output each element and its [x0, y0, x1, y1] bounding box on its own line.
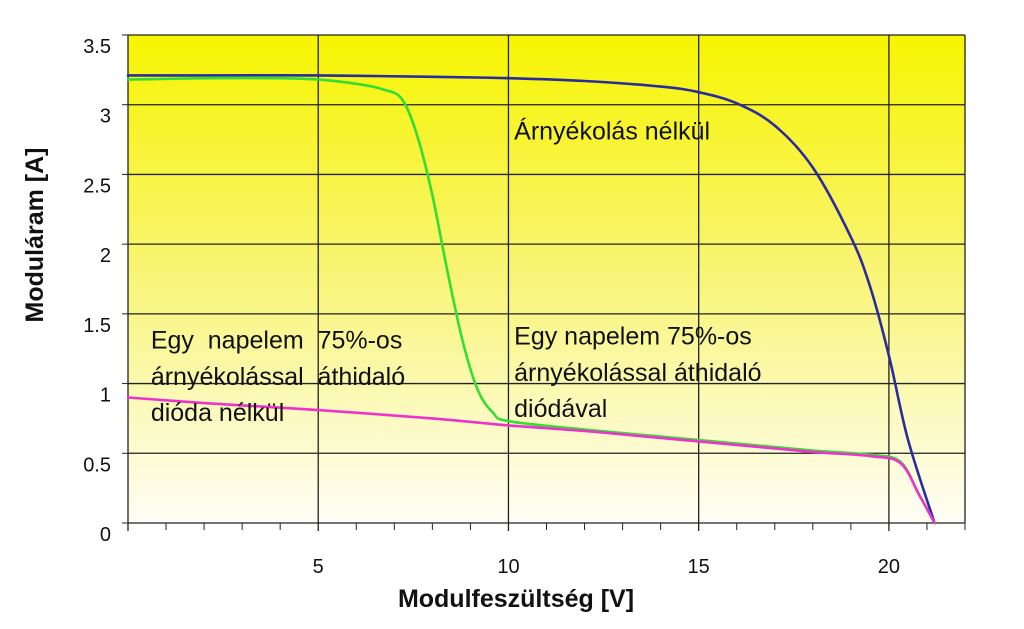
annotation-line: Árnyékolás nélkül	[514, 117, 710, 146]
annotation-line: Egy napelem 75%-os	[514, 323, 752, 351]
y-tick-label: 3	[100, 106, 111, 128]
y-tick-label: 0.5	[83, 454, 111, 476]
annotations: Árnyékolás nélkül Egy napelem 75%-os árnyé…	[151, 117, 762, 428]
x-axis-title: Modulfeszültség [V]	[398, 585, 634, 613]
annotation-3: Egy napelem 75%-os árnyékolással áthidaló…	[514, 323, 761, 424]
annotation-line: Egy napelem 75%-os	[151, 327, 403, 355]
grid	[127, 34, 966, 531]
y-axis-title: Moduláram [A]	[21, 148, 49, 323]
annotation-2: Egy napelem 75%-os árnyékolással áthidaló…	[151, 327, 405, 428]
series-layer	[126, 74, 936, 525]
x-tick-label: 10	[497, 556, 519, 578]
annotation-line: árnyékolással áthidaló	[514, 359, 761, 387]
y-tick-label: 2.5	[83, 175, 111, 197]
annotation-line: dióda nélkül	[151, 399, 284, 427]
x-tick-label: 15	[688, 556, 710, 578]
annotation-1: Árnyékolás nélkül	[514, 117, 710, 146]
y-tick-label: 2	[100, 245, 111, 267]
minor-ticks	[122, 34, 966, 530]
annotation-line: diódával	[514, 395, 607, 423]
y-tick-label: 1	[100, 385, 111, 407]
y-tick-label: 0	[100, 524, 111, 546]
x-tick-label: 20	[878, 556, 900, 578]
series-line-1	[126, 74, 936, 525]
series-line-2	[126, 76, 936, 525]
y-tick-label: 3.5	[83, 36, 111, 58]
tick-labels: 5 10 15 20 0 0.5 1 1.5 2 2.5 3 3.5	[83, 36, 900, 578]
plot-area	[128, 35, 965, 523]
y-tick-label: 1.5	[83, 315, 111, 337]
annotation-line: árnyékolással áthidaló	[151, 363, 405, 391]
x-tick-label: 5	[313, 556, 324, 578]
series-line-3	[126, 396, 936, 525]
